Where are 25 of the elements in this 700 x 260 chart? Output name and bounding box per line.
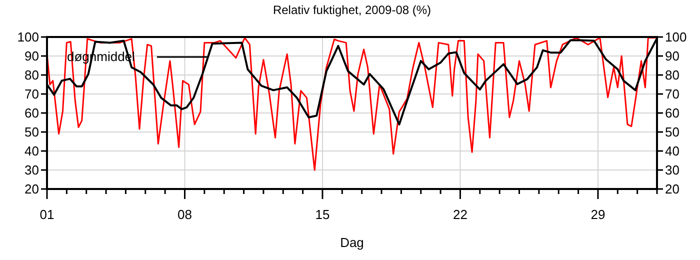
y2-tick-label: 60 <box>665 106 680 120</box>
y2-tick-label: 40 <box>665 144 680 158</box>
y2-tick-label: 30 <box>665 162 680 178</box>
y2-tick-label: 20 <box>665 182 680 196</box>
y-tick-label: 50 <box>24 124 39 140</box>
x-tick-label: 01 <box>40 207 54 222</box>
y2-tick-label: 80 <box>665 68 680 82</box>
y-tick-label: 100 <box>17 30 39 44</box>
y-tick-label: 80 <box>24 68 39 82</box>
x-axis-title: Dag <box>340 235 364 250</box>
y-tick-label: 30 <box>24 162 39 178</box>
y2-tick-label: 50 <box>665 124 680 140</box>
y-tick-label: 40 <box>24 144 39 158</box>
x-tick-label: 29 <box>590 207 606 222</box>
y-tick-label: 20 <box>24 182 39 196</box>
chart-title: Relativ fuktighet, 2009-08 (%) <box>272 3 432 17</box>
x-tick-label: 22 <box>452 207 468 222</box>
y-tick-label: 70 <box>24 86 39 102</box>
y2-tick-label: 70 <box>665 86 680 102</box>
x-tick-label: 15 <box>315 207 330 222</box>
x-tick-label: 08 <box>178 207 192 222</box>
y2-tick-label: 100 <box>665 30 687 44</box>
y-tick-label: 60 <box>24 106 39 120</box>
y2-tick-label: 90 <box>665 48 680 64</box>
y-tick-label: 90 <box>24 48 39 64</box>
